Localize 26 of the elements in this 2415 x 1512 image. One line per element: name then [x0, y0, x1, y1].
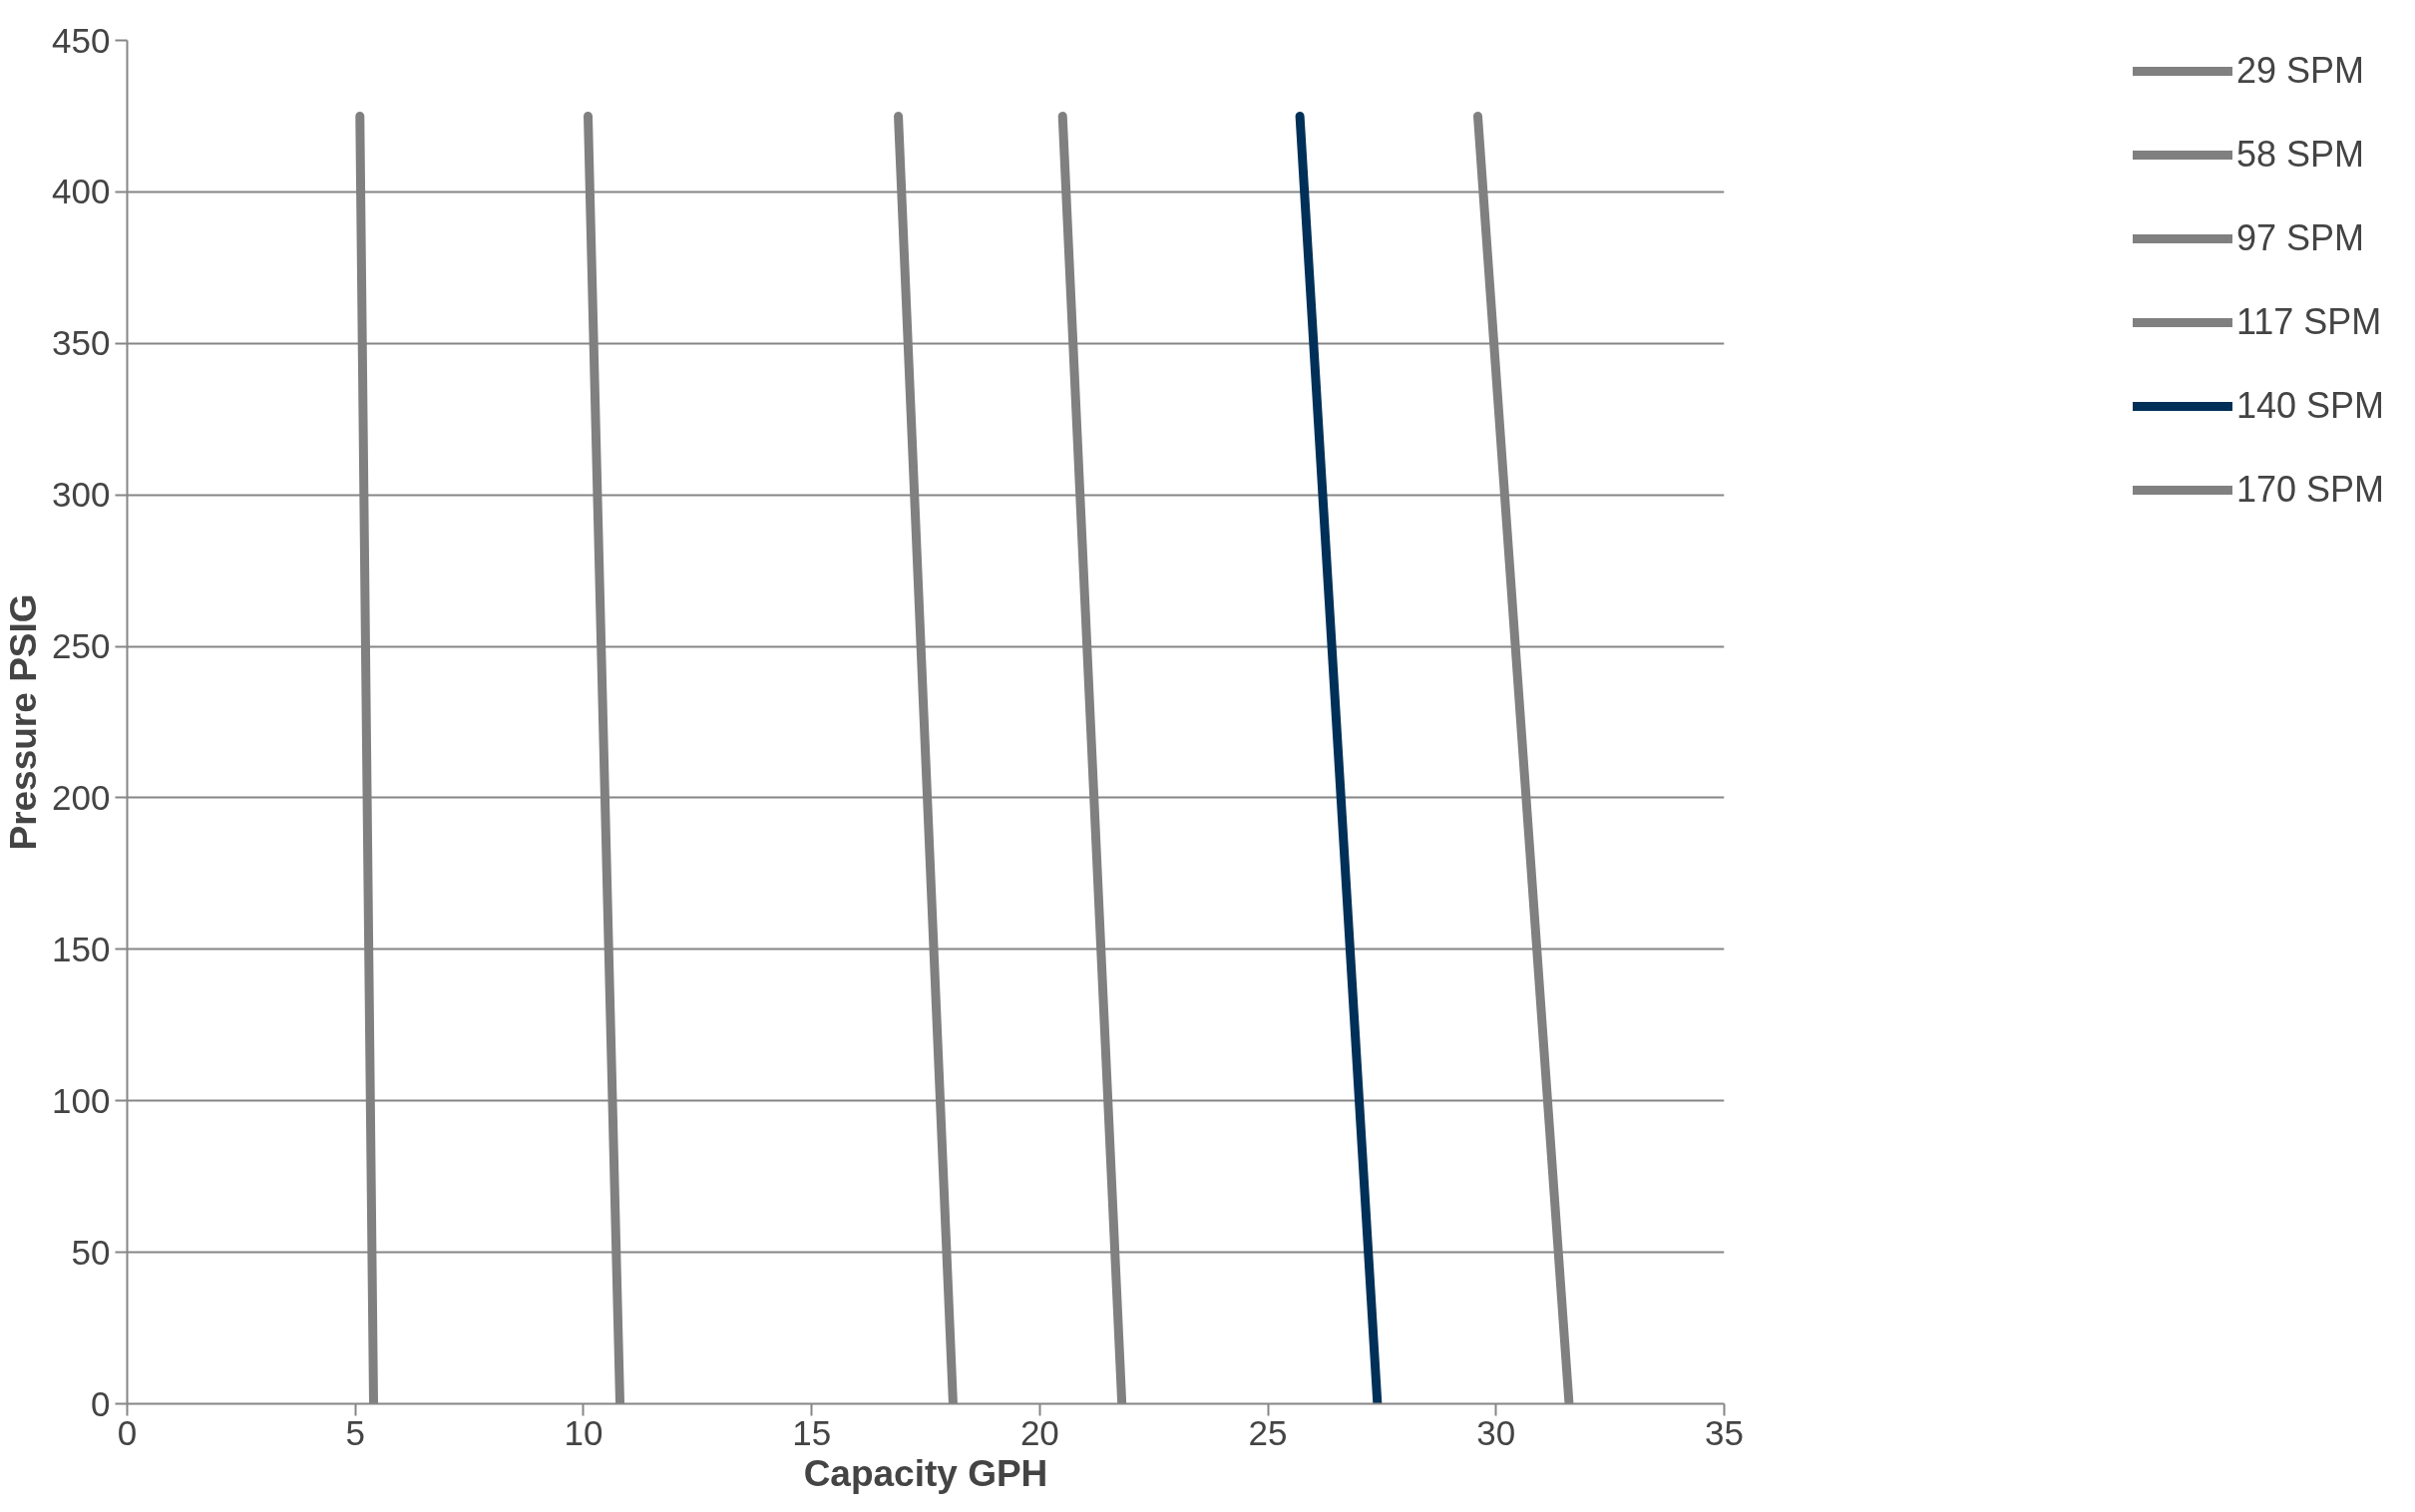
- legend-label: 117 SPM: [2235, 301, 2382, 343]
- y-axis-title: Pressure PSIG: [3, 593, 45, 851]
- y-tick-label: 150: [52, 929, 111, 968]
- x-tick-label: 5: [345, 1412, 365, 1452]
- legend-label: 140 SPM: [2235, 385, 2384, 427]
- legend-label: 58 SPM: [2235, 134, 2364, 176]
- x-tick-label: 0: [117, 1412, 138, 1452]
- legend-label: 29 SPM: [2235, 50, 2364, 92]
- y-tick-label: 50: [71, 1232, 111, 1272]
- x-tick-label: 35: [1705, 1412, 1744, 1452]
- x-tick-label: 20: [1019, 1412, 1059, 1452]
- x-tick-label: 15: [792, 1412, 832, 1452]
- legend-label: 97 SPM: [2235, 217, 2364, 259]
- y-tick-label: 350: [52, 323, 111, 363]
- legend-label: 170 SPM: [2235, 469, 2384, 511]
- x-tick-label: 25: [1248, 1412, 1288, 1452]
- y-tick-label: 100: [52, 1080, 111, 1120]
- y-tick-label: 400: [52, 172, 111, 211]
- y-tick-label: 250: [52, 626, 111, 666]
- y-tick-label: 200: [52, 777, 111, 817]
- y-tick-label: 450: [52, 20, 111, 60]
- y-tick-label: 300: [52, 475, 111, 515]
- x-axis-title: Capacity GPH: [803, 1452, 1048, 1494]
- x-tick-label: 10: [564, 1412, 604, 1452]
- x-tick-label: 30: [1476, 1412, 1516, 1452]
- y-tick-label: 0: [91, 1383, 111, 1423]
